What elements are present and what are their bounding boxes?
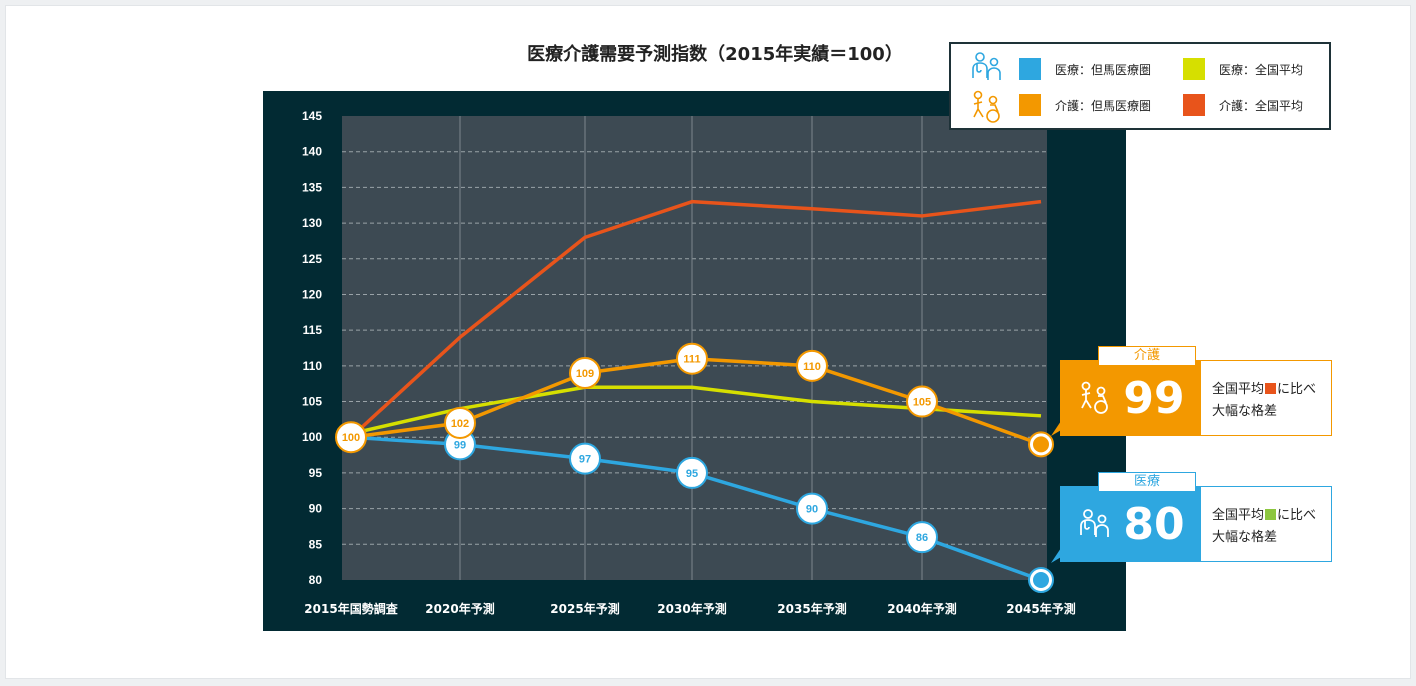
- medical-callout-text: 全国平均 に比べ 大幅な格差: [1212, 505, 1316, 549]
- care-callout-line2: 大幅な格差: [1212, 404, 1278, 419]
- y-tick-label: 130: [302, 216, 322, 230]
- data-label: 102: [451, 418, 469, 430]
- legend-label: 介護：全国平均: [1219, 98, 1304, 113]
- medical-national-swatch: [1265, 509, 1277, 520]
- x-tick-label: 2045年予測: [1006, 601, 1075, 616]
- caregiver-icon: [1081, 381, 1109, 414]
- data-label: 110: [803, 361, 821, 373]
- medical-callout: 80 医療 全国平均 に比べ 大幅な格差: [1060, 472, 1332, 562]
- legend-item-care-local: 介護：但馬医療圏: [1019, 94, 1151, 116]
- data-point: [906, 385, 938, 418]
- data-label: 90: [806, 504, 818, 516]
- y-tick-label: 115: [303, 323, 323, 337]
- medical-callout-value-box: 80: [1061, 487, 1201, 561]
- legend-label: 医療：全国平均: [1219, 62, 1304, 77]
- data-point: [569, 442, 601, 475]
- care-national-swatch: [1265, 383, 1277, 394]
- end-point-dot: [1033, 436, 1049, 453]
- care-callout-value: 99: [1123, 372, 1185, 424]
- y-tick-label: 120: [302, 287, 322, 301]
- care-callout-line1: 全国平均: [1212, 382, 1265, 397]
- medical-callout-line2: 大幅な格差: [1212, 530, 1278, 545]
- x-tick-label: 2030年予測: [657, 601, 726, 616]
- data-label: 109: [576, 368, 594, 380]
- legend-label: 介護：但馬医療圏: [1055, 98, 1152, 113]
- care-callout-tag: 介護: [1098, 346, 1196, 366]
- legend-swatch: [1183, 58, 1205, 80]
- legend-swatch: [1019, 94, 1041, 116]
- data-label: 100: [342, 432, 360, 444]
- y-tick-label: 110: [303, 359, 323, 373]
- medical-callout-value: 80: [1123, 498, 1185, 550]
- legend-swatch: [1183, 94, 1205, 116]
- y-tick-label: 125: [302, 252, 322, 266]
- medical-callout-tag: 医療: [1098, 472, 1196, 492]
- data-label: 97: [579, 454, 591, 466]
- data-point: [676, 456, 708, 489]
- care-callout-line1b: に比べ: [1277, 382, 1317, 397]
- legend-label: 医療：但馬医療圏: [1055, 62, 1152, 77]
- legend-swatch: [1019, 58, 1041, 80]
- y-tick-label: 85: [309, 537, 323, 551]
- data-point: [569, 356, 601, 389]
- y-tick-label: 105: [302, 395, 322, 409]
- legend-item-medical-national: 医療：全国平均: [1183, 58, 1303, 80]
- x-tick-label: 2025年予測: [550, 601, 619, 616]
- x-tick-label: 2015年国勢調査: [304, 601, 398, 616]
- care-callout-value-box: 99: [1061, 361, 1201, 435]
- y-tick-label: 90: [309, 502, 323, 516]
- x-tick-label: 2020年予測: [425, 601, 494, 616]
- legend-item-care-national: 介護：全国平均: [1183, 94, 1303, 116]
- data-point: [796, 349, 828, 382]
- care-callout-text: 全国平均 に比べ 大幅な格差: [1212, 379, 1316, 423]
- y-tick-label: 100: [302, 430, 322, 444]
- y-tick-label: 95: [309, 466, 323, 480]
- medical-staff-icon: [972, 52, 1001, 80]
- legend-item-medical-local: 医療：但馬医療圏: [1019, 58, 1151, 80]
- data-point: [796, 492, 828, 525]
- y-tick-label: 140: [302, 145, 322, 159]
- data-label: 105: [913, 397, 931, 409]
- caregiver-icon: [973, 90, 1000, 123]
- legend: 医療：但馬医療圏 医療：全国平均 介護：但馬医療圏 介護：全国平均: [949, 42, 1331, 130]
- data-point: [676, 342, 708, 375]
- end-point-dot: [1033, 572, 1049, 588]
- x-tick-label: 2035年予測: [777, 601, 846, 616]
- y-tick-label: 145: [302, 109, 322, 123]
- care-callout: 99 介護 全国平均 に比べ 大幅な格差: [1060, 346, 1332, 436]
- series-line: [349, 199, 1042, 439]
- x-tick-label: 2040年予測: [887, 601, 956, 616]
- y-tick-label: 135: [302, 180, 322, 194]
- data-point: [906, 521, 938, 554]
- data-label: 111: [683, 354, 700, 366]
- data-point: [335, 421, 367, 454]
- data-point: [444, 406, 476, 439]
- medical-staff-icon: [1080, 509, 1110, 537]
- data-label: 95: [686, 468, 698, 480]
- medical-callout-line1b: に比べ: [1277, 508, 1317, 523]
- data-label: 99: [454, 439, 466, 451]
- y-tick-label: 80: [309, 573, 323, 587]
- medical-callout-line1: 全国平均: [1212, 508, 1265, 523]
- data-label: 86: [916, 532, 928, 544]
- chart-title: 医療介護需要予測指数（2015年実績＝100）: [527, 44, 903, 65]
